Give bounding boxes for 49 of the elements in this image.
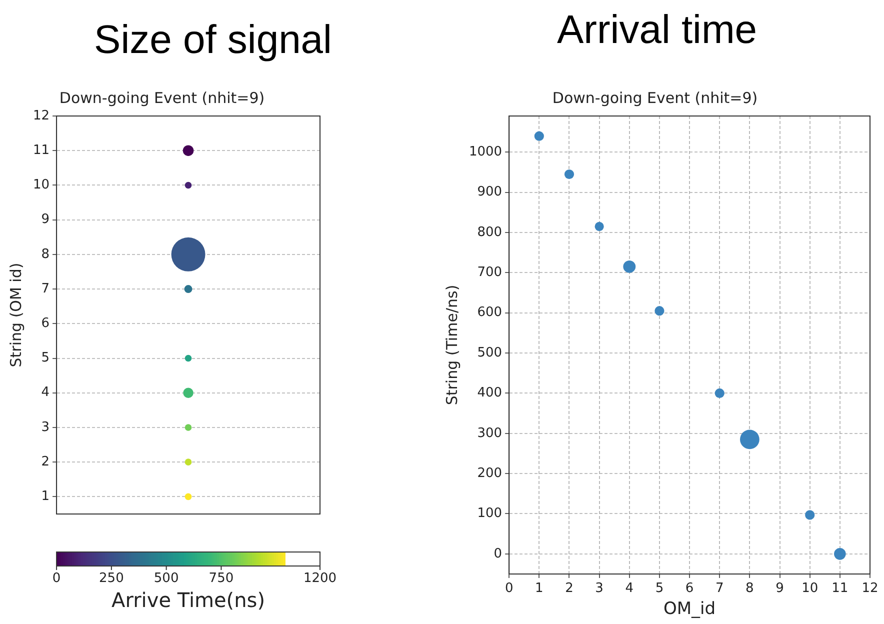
y-axis-title: String (OM id) bbox=[6, 262, 25, 368]
x-tick-label: 3 bbox=[595, 581, 604, 596]
y-tick-label: 11 bbox=[32, 142, 50, 158]
x-tick-label: 0 bbox=[504, 581, 514, 596]
y-tick-label: 4 bbox=[41, 385, 50, 400]
x-tick-label: 6 bbox=[685, 581, 694, 596]
y-tick-label: 300 bbox=[477, 426, 502, 441]
y-tick-label: 800 bbox=[477, 224, 502, 240]
y-tick-label: 10 bbox=[32, 178, 50, 193]
color-bar-title: Arrive Time(ns) bbox=[112, 588, 266, 612]
y-tick-label: 700 bbox=[477, 265, 502, 280]
color-bar-label: 0 bbox=[52, 570, 61, 586]
chart-title: Arrival time bbox=[556, 8, 758, 53]
y-tick-label: 6 bbox=[41, 316, 50, 332]
x-tick-label: 5 bbox=[655, 581, 664, 596]
y-tick-label: 100 bbox=[477, 506, 502, 522]
y-axis-title: String (Time/ns) bbox=[442, 284, 461, 406]
y-tick-label: 400 bbox=[477, 386, 502, 401]
x-tick-label: 9 bbox=[776, 581, 784, 596]
y-tick-label: 12 bbox=[32, 108, 50, 124]
x-axis-title: OM_id bbox=[664, 599, 716, 620]
color-bar-label: 250 bbox=[99, 570, 124, 586]
x-tick-label: 2 bbox=[565, 581, 574, 596]
y-tick-label: 200 bbox=[477, 466, 502, 481]
y-tick-label: 600 bbox=[477, 305, 502, 320]
y-tick-label: 5 bbox=[41, 350, 50, 366]
y-tick-label: 2 bbox=[41, 454, 50, 470]
x-tick-label: 7 bbox=[715, 581, 724, 596]
chart-subtitle: Down-going Event (nhit=9) bbox=[552, 88, 758, 107]
x-tick-label: 1 bbox=[535, 581, 544, 596]
color-bar-label: 500 bbox=[154, 570, 179, 586]
x-tick-label: 4 bbox=[625, 581, 634, 596]
color-bar-label: 1200 bbox=[303, 570, 337, 586]
x-tick-label: 12 bbox=[862, 581, 878, 596]
y-tick-label: 0 bbox=[494, 546, 502, 562]
y-tick-label: 900 bbox=[477, 184, 502, 200]
y-tick-label: 1000 bbox=[468, 144, 502, 160]
y-tick-label: 7 bbox=[41, 281, 50, 296]
y-tick-label: 3 bbox=[41, 420, 50, 435]
y-tick-label: 500 bbox=[477, 345, 502, 360]
x-tick-label: 11 bbox=[832, 581, 848, 596]
y-tick-label: 9 bbox=[41, 212, 50, 228]
y-tick-label: 8 bbox=[41, 246, 50, 262]
chart-subtitle: Down-going Event (nhit=9) bbox=[59, 88, 265, 107]
x-tick-label: 10 bbox=[802, 581, 818, 596]
chart-title: Size of signal bbox=[93, 18, 333, 63]
y-tick-label: 1 bbox=[41, 489, 50, 504]
x-tick-label: 8 bbox=[746, 581, 754, 596]
color-bar-label: 750 bbox=[208, 570, 234, 586]
